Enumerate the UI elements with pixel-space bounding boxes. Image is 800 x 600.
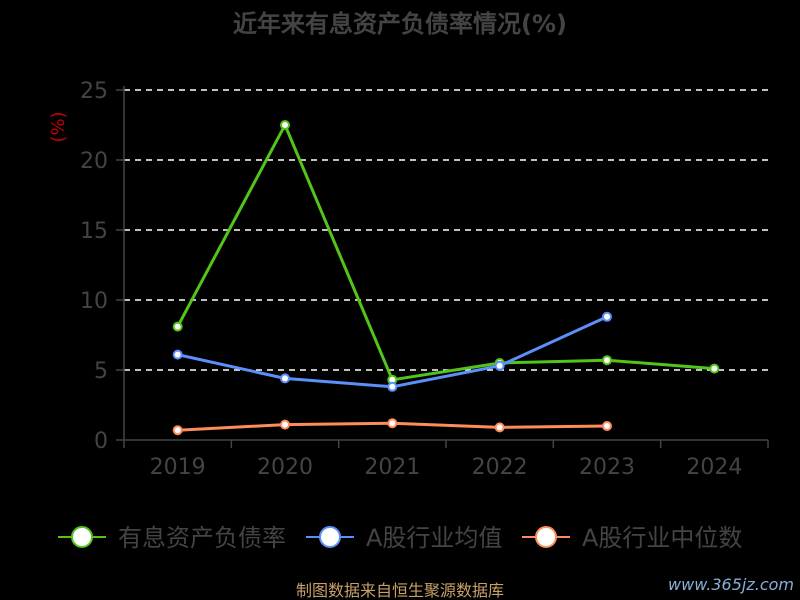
data-point — [172, 425, 183, 436]
legend-item-3: A股行业中位数 — [522, 524, 742, 552]
y-tick-label: 10 — [80, 289, 108, 314]
legend-label: A股行业中位数 — [582, 524, 742, 552]
data-point — [494, 360, 505, 371]
x-tick-label: 2020 — [257, 455, 313, 480]
y-tick-label: 20 — [80, 149, 108, 174]
data-point — [172, 321, 183, 332]
data-source-note: 制图数据来自恒生聚源数据库 — [296, 581, 504, 600]
data-point — [494, 422, 505, 433]
grid-lines — [124, 89, 768, 371]
y-tick-label: 5 — [94, 359, 108, 384]
watermark: www.365jz.com — [668, 575, 794, 594]
series-3 — [172, 418, 612, 436]
x-tick-label: 2024 — [686, 455, 742, 480]
series-line — [176, 123, 715, 382]
legend-item-2: A股行业均值 — [306, 524, 502, 552]
legend-label: 有息资产负债率 — [118, 524, 286, 552]
legend: 有息资产负债率 A股行业均值 A股行业中位数 — [58, 524, 742, 552]
chart-title: 近年来有息资产负债率情况(%) — [233, 10, 567, 38]
axes: 0 5 10 15 20 25 2019 2020 2021 2022 2023 2024 — [80, 79, 769, 480]
x-tick-label: 2021 — [364, 455, 420, 480]
x-tick-label: 2023 — [579, 455, 635, 480]
data-point — [709, 363, 720, 374]
x-tick-label: 2019 — [150, 455, 206, 480]
data-point — [602, 421, 612, 431]
legend-item-1: 有息资产负债率 — [58, 524, 286, 552]
y-tick-label: 15 — [80, 219, 108, 244]
legend-marker — [71, 526, 93, 548]
data-point — [172, 349, 183, 360]
data-point — [280, 373, 290, 384]
legend-label: A股行业均值 — [366, 524, 502, 552]
y-axis-unit-label: (%) — [48, 111, 69, 142]
y-tick-label: 25 — [80, 79, 108, 104]
y-tick-label: 0 — [94, 429, 108, 454]
data-point — [387, 418, 398, 429]
series-2 — [172, 311, 612, 392]
data-point — [280, 419, 290, 430]
data-point — [602, 355, 612, 366]
series-lines — [172, 120, 720, 436]
x-tick-label: 2022 — [472, 455, 528, 480]
legend-marker — [535, 526, 557, 548]
data-point — [387, 381, 398, 392]
legend-marker — [319, 526, 341, 548]
data-point — [602, 311, 612, 322]
data-point — [280, 120, 290, 130]
